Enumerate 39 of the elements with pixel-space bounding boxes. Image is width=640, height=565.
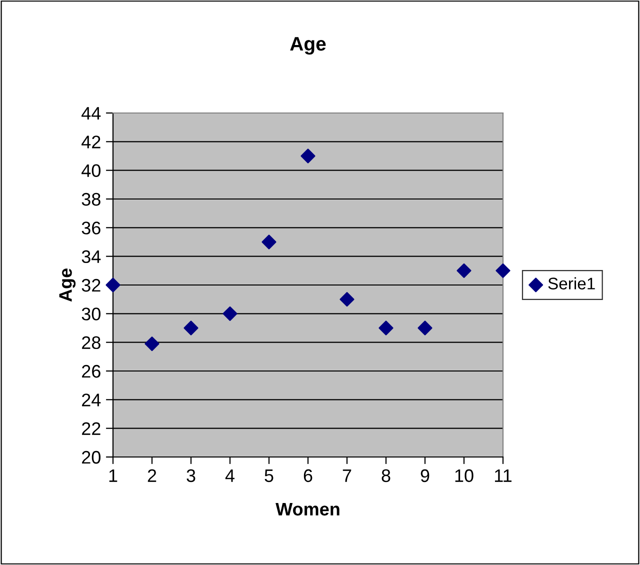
x-tick-label: 6: [304, 469, 312, 482]
x-tick-label: 9: [420, 469, 430, 482]
x-tick-label: 3: [186, 469, 196, 482]
point: [340, 292, 354, 307]
point: [262, 234, 276, 250]
point: [378, 320, 394, 336]
x-tick-label: 8: [382, 469, 390, 482]
y-tick-label: 40: [82, 164, 100, 178]
y-tick-label: 44: [82, 107, 101, 120]
x-tick-label: 7: [342, 469, 352, 482]
y-tick-label: 38: [82, 192, 100, 206]
y-tick-label: 26: [82, 364, 100, 378]
legend-label: Serie1: [548, 277, 595, 290]
point: [456, 263, 472, 278]
x-tick-label: 10: [455, 469, 474, 482]
point: [106, 278, 120, 292]
y-tick-label: 32: [82, 278, 100, 292]
y-axis-title: Age: [59, 268, 76, 302]
y-tick-label: 28: [82, 336, 100, 350]
point: [418, 320, 432, 336]
point: [222, 306, 238, 321]
point: [300, 148, 316, 164]
y-tick-label: 34: [82, 250, 101, 264]
chart-title: Age: [290, 37, 326, 55]
x-tick-label: 4: [225, 469, 234, 482]
y-tick-label: 30: [82, 308, 100, 320]
x-tick-label: 5: [264, 469, 274, 482]
point: [184, 320, 198, 336]
point: [496, 263, 510, 278]
x-tick-label: 11: [495, 469, 512, 482]
x-axis-title: Women: [276, 502, 340, 516]
point: [144, 336, 160, 352]
y-tick-label: 24: [82, 394, 101, 406]
y-tick-label: 42: [82, 136, 100, 148]
x-tick-label: 1: [109, 469, 118, 482]
y-tick-label: 22: [82, 422, 100, 435]
x-tick-label: 2: [148, 469, 156, 482]
y-tick-label: 36: [82, 222, 100, 234]
y-tick-label: 20: [82, 450, 100, 464]
